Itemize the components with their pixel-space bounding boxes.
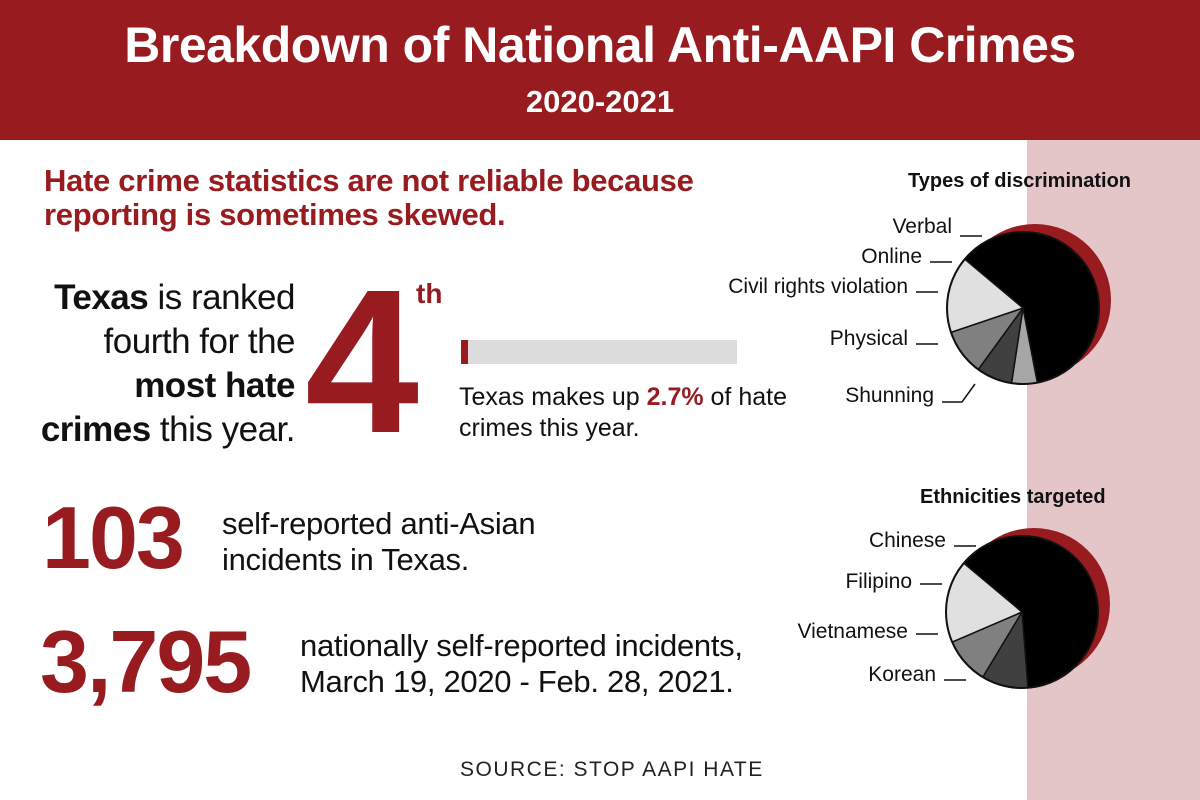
- pie-label-korean: Korean: [868, 663, 936, 686]
- page-subtitle: 2020-2021: [525, 84, 675, 119]
- pie-label-physical: Physical: [829, 327, 908, 350]
- page-title: Breakdown of National Anti-AAPI Crimes: [124, 17, 1076, 73]
- share-percent: 2.7%: [646, 383, 704, 411]
- rank-text-bold-1: Texas: [54, 278, 149, 317]
- pie-label-online: Online: [861, 245, 922, 268]
- source-note: SOURCE: STOP AAPI HATE: [460, 758, 764, 781]
- share-statement: Texas makes up 2.7% of hate crimes this …: [459, 382, 789, 444]
- share-bar-track: [461, 340, 737, 364]
- texas-incidents-description: self-reported anti-Asian incidents in Te…: [222, 506, 536, 577]
- national-incidents-description: nationally self-reported incidents, Marc…: [300, 628, 743, 699]
- share-text-after: of hate crimes this year.: [459, 383, 787, 442]
- pie-label-civil-rights-violation: Civil rights violation: [728, 275, 908, 298]
- rank-statement: Texas is ranked fourth for the most hate…: [20, 276, 296, 452]
- pie-label-verbal: Verbal: [892, 215, 952, 238]
- rank-text-2: this year.: [150, 410, 296, 449]
- pie-outline: [946, 231, 1100, 385]
- lead-statement: Hate crime statistics are not reliable b…: [44, 163, 694, 232]
- pie-label-vietnamese: Vietnamese: [797, 620, 908, 643]
- pie-label-filipino: Filipino: [845, 570, 912, 593]
- rank-number: 4: [305, 247, 419, 476]
- pie-outline: [945, 535, 1099, 689]
- share-text-before: Texas makes up: [459, 383, 647, 411]
- header-banner: Breakdown of National Anti-AAPI Crimes 2…: [0, 0, 1200, 140]
- pie-leader-line: [942, 383, 976, 403]
- pie-title-discrimination: Types of discrimination: [908, 170, 1131, 192]
- share-bar-fill: [461, 340, 468, 364]
- national-incidents-number: 3,795: [40, 612, 252, 711]
- rank-suffix: th: [416, 278, 443, 309]
- pie-title-ethnicities: Ethnicities targeted: [920, 486, 1106, 508]
- pie-label-shunning: Shunning: [845, 384, 934, 407]
- rank-text-bold-2: most hate crimes: [40, 366, 296, 449]
- rank-text-1: is ranked fourth for the: [103, 278, 296, 361]
- pie-label-chinese: Chinese: [868, 529, 946, 552]
- texas-incidents-number: 103: [42, 488, 185, 587]
